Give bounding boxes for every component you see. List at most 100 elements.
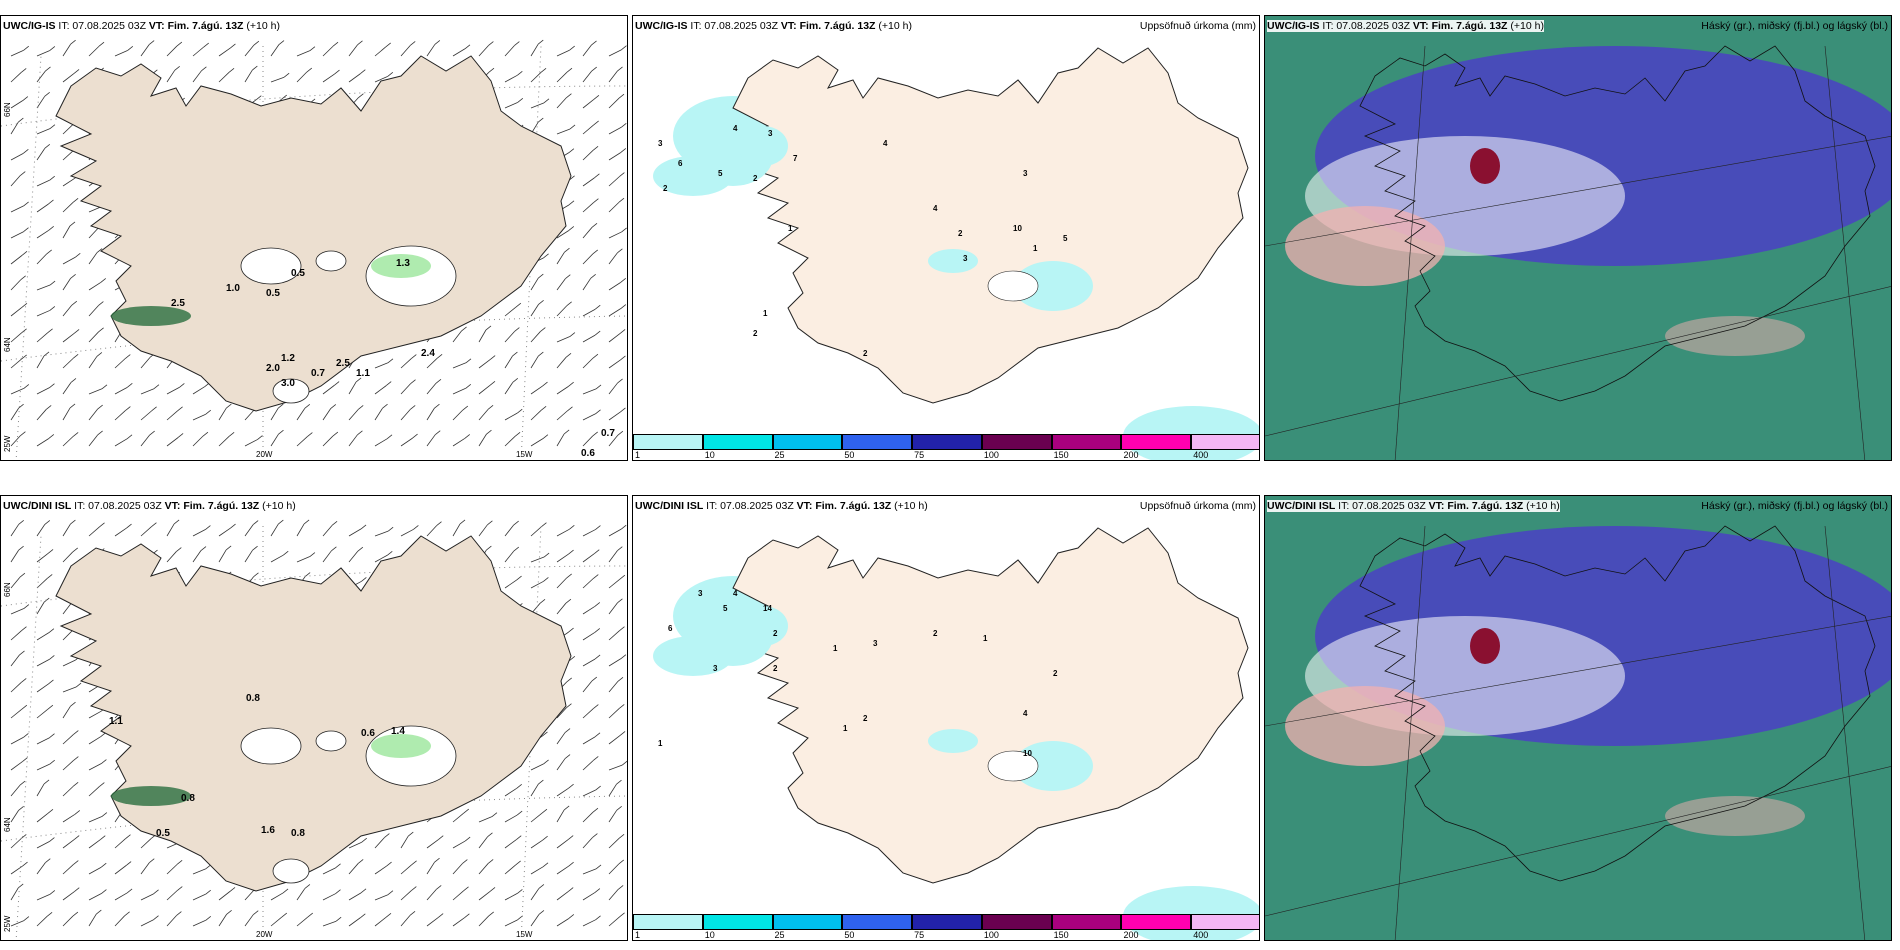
wind-value-label: 2.4 <box>421 348 435 359</box>
precip-value-label: 5 <box>718 169 723 178</box>
precip-band <box>111 306 191 326</box>
panel-clouds-top: UWC/IG-IS IT: 07.08.2025 03Z VT: Fim. 7.… <box>1264 15 1892 461</box>
precip-value-label: 3 <box>873 639 878 648</box>
precip-value-label: 5 <box>723 604 728 613</box>
colorbar-segment <box>633 434 703 450</box>
precip-area <box>738 126 788 166</box>
colorbar-label: 150 <box>1053 930 1069 940</box>
precip-value-label: 4 <box>933 204 938 213</box>
graticule-label-lat64: 64N <box>3 337 12 352</box>
colorbar-label: 200 <box>1123 930 1139 940</box>
graticule-label-lat64: 64N <box>3 817 12 832</box>
wind-value-label: 2.5 <box>171 298 185 309</box>
panel-clouds-bottom: UWC/DINI ISL IT: 07.08.2025 03Z VT: Fim.… <box>1264 495 1892 941</box>
glacier <box>987 750 1039 782</box>
graticule-label-lon20: 20W <box>256 930 273 939</box>
precip-map-bottom: 3 4 6 5 2 14 1 3 2 1 3 2 1 2 10 1 2 4 <box>633 496 1259 940</box>
wind-value-label: 0.8 <box>246 693 260 704</box>
iceland-land <box>732 47 1249 404</box>
precip-value-label: 2 <box>958 229 963 238</box>
wind-value-label: 1.1 <box>109 716 123 727</box>
precip-area <box>928 249 978 273</box>
panel-precip-bottom: 3 4 6 5 2 14 1 3 2 1 3 2 1 2 10 1 2 4 UWC/DINI ISL IT: 07… <box>632 495 1260 941</box>
colorbar-label: 100 <box>983 930 999 940</box>
wind-value-label: 0.5 <box>266 288 280 299</box>
graticule-label-lon25: 25W <box>3 915 12 932</box>
precip-value-label: 3 <box>713 664 718 673</box>
panel-subtitle: Háský (gr.), miðský (fj.bl.) og lágský (… <box>1701 500 1888 512</box>
precip-value-label: 7 <box>793 154 798 163</box>
colorbar-label: 75 <box>914 450 925 460</box>
precip-colorbar: 1 10 25 50 75 100 150 200 400 <box>633 914 1259 940</box>
wind-value-label: 2.5 <box>336 358 350 369</box>
precip-area <box>1013 741 1093 791</box>
wind-value-label: 1.0 <box>226 283 240 294</box>
precip-value-label: 1 <box>658 739 663 748</box>
graticule-label-lon20: 20W <box>256 450 273 459</box>
graticule <box>1265 525 1891 940</box>
glacier <box>987 270 1039 302</box>
precip-value-label: 2 <box>773 664 778 673</box>
precip-value-label: 1 <box>788 224 793 233</box>
wind-value-label: 0.7 <box>601 428 615 439</box>
colorbar-label: 50 <box>844 930 855 940</box>
high-cloud-layer <box>1285 686 1445 766</box>
panel-subtitle: Uppsöfnuð úrkoma (mm) <box>1139 20 1256 32</box>
precip-value-label: 2 <box>753 329 758 338</box>
wind-map-top: 66N 64N 25W 20W 15W 0.5 0.5 1.0 1.3 2.5 2.03.0 0.7 2… <box>1 39 627 460</box>
precip-area <box>1013 261 1093 311</box>
glacier <box>315 250 347 272</box>
wind-value-label: 1.6 <box>261 825 275 836</box>
iceland-land <box>55 535 572 892</box>
precip-value-label: 2 <box>753 174 758 183</box>
colorbar-label: 10 <box>704 930 715 940</box>
colorbar-label: 1 <box>635 450 641 460</box>
precip-area <box>738 606 788 646</box>
colorbar-label: 200 <box>1123 450 1139 460</box>
precip-value-label: 6 <box>668 624 673 633</box>
panel-title: UWC/DINI ISL IT: 07.08.2025 03Z VT: Fim.… <box>3 500 296 512</box>
wind-value-label: 2.0 <box>266 363 280 374</box>
wind-value-label: 1.2 <box>281 353 295 364</box>
colorbar-segment <box>1191 434 1259 450</box>
wind-map-bottom: 66N 64N 25W 20W 15W 0.8 1.1 0.6 1.4 0.8 0.5 1.6 0.8 <box>1 519 627 940</box>
precip-value-label: 1 <box>843 724 848 733</box>
precip-value-label: 2 <box>773 629 778 638</box>
precip-value-label: 10 <box>1013 224 1022 233</box>
high-cloud-layer <box>1285 206 1445 286</box>
wind-value-label: 1.3 <box>396 258 410 269</box>
iceland-land <box>732 527 1249 884</box>
precip-value-label: 1 <box>1033 244 1038 253</box>
colorbar-segment <box>1121 434 1192 450</box>
precip-value-label: 1 <box>983 634 988 643</box>
precip-value-label: 4 <box>733 124 738 133</box>
precip-value-label: 1 <box>833 644 838 653</box>
panel-title: UWC/IG-IS IT: 07.08.2025 03Z VT: Fim. 7.… <box>1267 20 1544 32</box>
panel-wind-bottom: 66N 64N 25W 20W 15W 0.8 1.1 0.6 1.4 0.8 0.5 1.6 0.8 … <box>0 495 628 941</box>
precip-band <box>111 786 191 806</box>
wind-value-label: 0.6 <box>581 448 595 459</box>
cloud-map-top <box>1265 16 1891 460</box>
precip-value-label: 10 <box>1023 749 1032 758</box>
panel-wind-top: 66N 64N 25W 20W 15W 0.5 0.5 1.0 1.3 2.5 2.0 3.0 0.7 2… <box>0 15 628 461</box>
graticule-label-lon25: 25W <box>3 435 12 452</box>
panel-title: UWC/IG-IS IT: 07.08.2025 03Z VT: Fim. 7.… <box>3 20 280 32</box>
colorbar-label: 1 <box>635 930 641 940</box>
precip-value-label: 6 <box>678 159 683 168</box>
colorbar-label: 25 <box>774 930 785 940</box>
colorbar-segment <box>1121 914 1192 930</box>
glacier <box>240 727 302 765</box>
precip-map-top: 2 3 6 5 4 3 7 2 1 4 1 2 3 4 10 5 3 2 1 2 <box>633 16 1259 460</box>
colorbar-segment <box>772 914 843 930</box>
glacier <box>240 247 302 285</box>
wind-value-label: 3.0 <box>281 378 295 389</box>
graticule-label-lat66: 66N <box>3 582 12 597</box>
wind-value-label: 0.6 <box>361 728 375 739</box>
precip-value-label: 2 <box>863 714 868 723</box>
precip-value-label: 3 <box>768 129 773 138</box>
precip-value-label: 2 <box>663 184 668 193</box>
glacier <box>315 730 347 752</box>
colorbar-segment <box>772 434 843 450</box>
panel-precip-top: 2 3 6 5 4 3 7 2 1 4 1 2 3 4 10 5 3 2 1 2 UWC/IG-IS IT: 07.0… <box>632 15 1260 461</box>
colorbar-label: 10 <box>704 450 715 460</box>
